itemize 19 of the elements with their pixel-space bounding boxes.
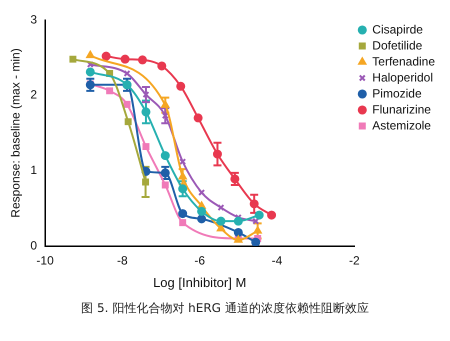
x-tick-label: -8 <box>117 254 128 268</box>
x-tick-label: -6 <box>194 254 206 268</box>
x-tick-label: -2 <box>348 254 360 268</box>
legend-label: Dofetilide <box>372 38 423 52</box>
y-axis-title: Response: baseline (max - min) <box>8 48 23 218</box>
y-tick-label: 2 <box>30 88 38 102</box>
y-tick-label: 1 <box>30 162 38 177</box>
x-axis-title: Log [Inhibitor] M <box>153 274 246 290</box>
legend-label: Cisapirde <box>372 22 424 36</box>
legend-label: Pimozide <box>372 86 422 100</box>
legend-label: Astemizole <box>372 118 432 132</box>
y-tick-label: 0 <box>30 238 38 252</box>
legend-label: Flunarizine <box>372 102 432 116</box>
y-tick-label: 3 <box>30 12 38 26</box>
legend-label: Haloperidol <box>372 70 433 84</box>
x-tick-label: -10 <box>36 254 54 268</box>
legend-label: Terfenadine <box>372 54 436 68</box>
caption: 图 5. 阳性化合物对 hERG 通道的浓度依赖性阻断效应 <box>80 300 370 317</box>
x-tick-label: -4 <box>272 254 283 268</box>
